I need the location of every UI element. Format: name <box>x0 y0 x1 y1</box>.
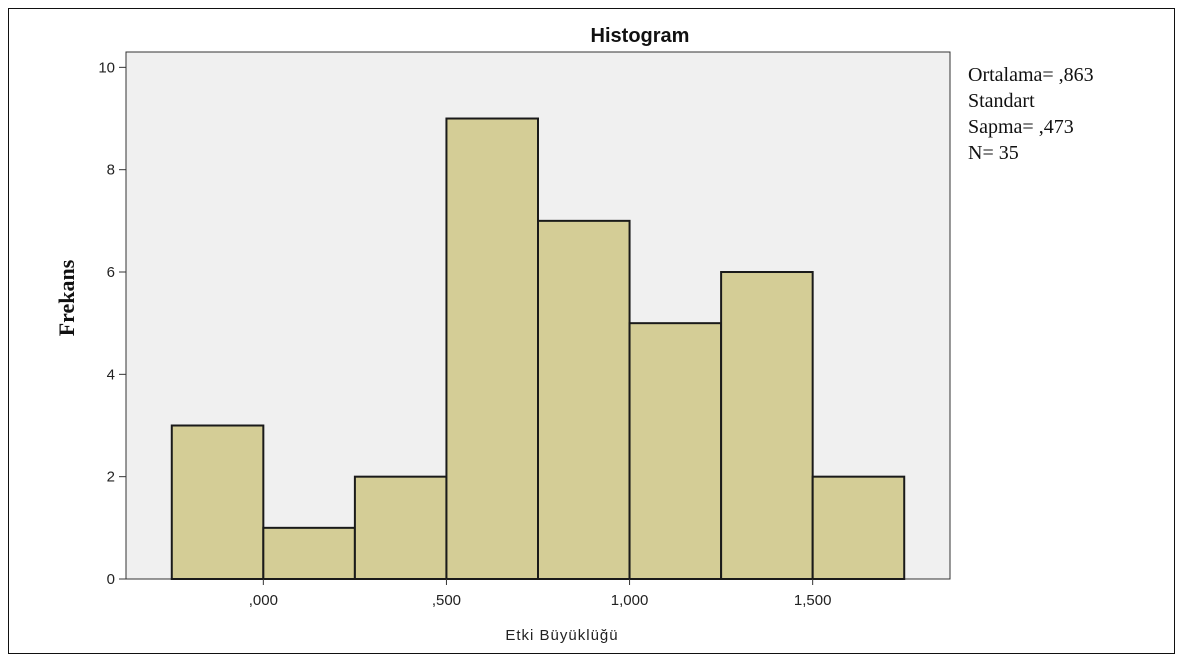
histogram-bar <box>445 117 540 581</box>
x-tick-label: 1,000 <box>611 592 649 609</box>
histogram-bar <box>170 424 265 580</box>
bars-group <box>170 117 906 581</box>
stats-panel: Ortalama= ,863 Standart Sapma= ,473 N= 3… <box>968 62 1094 166</box>
histogram-bar <box>720 271 814 580</box>
y-tick-label: 4 <box>107 366 115 383</box>
x-tick-label: ,000 <box>249 592 278 609</box>
y-tick-label: 6 <box>107 264 115 281</box>
x-tick-label: ,500 <box>432 592 461 609</box>
histogram-bar <box>262 526 356 581</box>
y-tick-label: 10 <box>98 59 115 76</box>
y-axis: 0 2 4 6 8 10 <box>98 59 126 588</box>
y-tick-label: 0 <box>107 571 115 588</box>
y-tick-label: 8 <box>107 162 115 179</box>
y-tick-label: 2 <box>107 469 115 486</box>
stats-n: N= 35 <box>968 142 1019 164</box>
histogram-bar <box>353 475 448 580</box>
histogram-bar <box>811 475 906 580</box>
histogram-bar <box>537 219 631 580</box>
chart-title: Histogram <box>591 25 690 47</box>
stats-std-label: Standart <box>968 90 1035 112</box>
x-axis-label: Etki Büyüklüğü <box>505 627 618 644</box>
y-axis-label: Frekans <box>54 259 79 336</box>
histogram-bar <box>628 322 723 580</box>
stats-std: Sapma= ,473 <box>968 116 1074 138</box>
x-tick-label: 1,500 <box>794 592 832 609</box>
x-axis: ,000 ,500 1,000 1,500 <box>249 579 832 609</box>
stats-mean: Ortalama= ,863 <box>968 64 1094 86</box>
